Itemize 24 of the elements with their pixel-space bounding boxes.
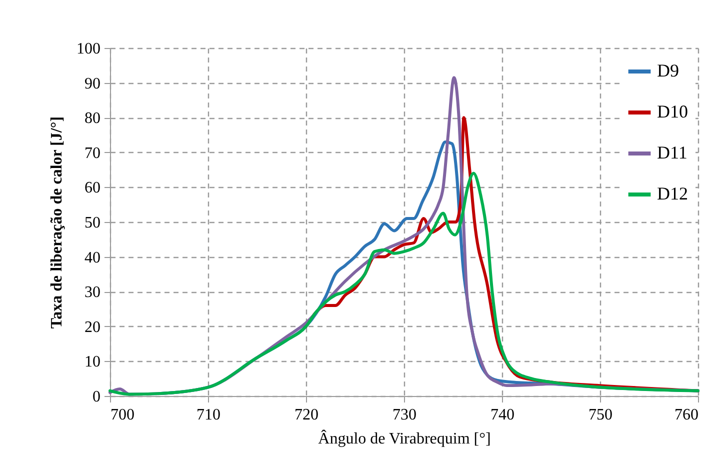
- legend-label: D12: [657, 184, 688, 204]
- x-tick-label: 750: [588, 406, 612, 424]
- x-tick-label: 740: [490, 406, 514, 424]
- x-tick-label: 730: [392, 406, 416, 424]
- x-tick-label: 760: [674, 406, 698, 424]
- y-tick-label: 30: [84, 284, 100, 302]
- y-tick-label: 80: [84, 110, 100, 128]
- x-tick-label: 720: [294, 406, 318, 424]
- y-tick-label: 100: [76, 40, 100, 58]
- legend-label: D9: [657, 60, 679, 80]
- legend-label: D11: [657, 142, 688, 162]
- legend-label: D10: [657, 102, 688, 122]
- x-axis-title: Ângulo de Virabrequim [°]: [318, 430, 491, 448]
- x-tick-label: 700: [110, 406, 134, 424]
- x-tick-label: 710: [196, 406, 220, 424]
- y-axis-title: Taxa de liberação de calor [J/°]: [48, 116, 66, 329]
- y-tick-label: 10: [84, 354, 100, 371]
- y-tick-label: 0: [92, 388, 100, 406]
- y-tick-label: 60: [84, 180, 100, 197]
- y-tick-label: 20: [84, 318, 100, 336]
- y-tick-label: 50: [84, 214, 100, 232]
- y-tick-label: 40: [84, 249, 100, 266]
- y-tick-label: 70: [84, 144, 100, 162]
- y-tick-label: 90: [84, 75, 100, 92]
